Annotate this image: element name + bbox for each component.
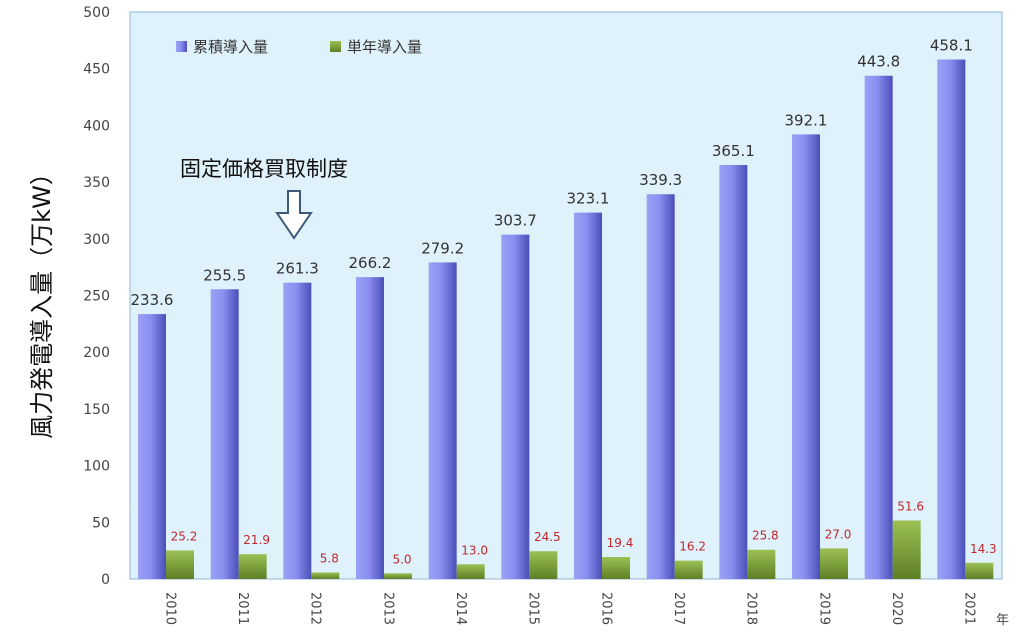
x-tick-label: 2019: [816, 592, 831, 625]
annotation-label: 固定価格買取制度: [180, 157, 348, 181]
data-label-cumulative: 233.6: [131, 291, 174, 309]
bar-annual: [892, 520, 921, 579]
bar-annual: [456, 564, 485, 579]
bar-annual: [311, 572, 340, 579]
data-label-annual: 16.2: [679, 540, 706, 554]
data-label-cumulative: 323.1: [567, 190, 610, 208]
bar-annual: [674, 560, 703, 579]
x-tick-label: 2014: [453, 592, 468, 625]
x-tick-label: 2013: [380, 592, 395, 625]
data-label-cumulative: 279.2: [421, 239, 464, 257]
plot-area: [129, 11, 1003, 580]
y-axis-label: 風力発電導入量（万kW）: [28, 161, 56, 439]
x-tick-label: 2015: [526, 592, 541, 625]
y-tick-label: 450: [83, 62, 110, 78]
bar-annual: [602, 557, 630, 579]
y-axis-ticks: 0 50 100 150 200 250 300 350 400 450 500: [83, 5, 110, 588]
legend: 累積導入量 単年導入量: [176, 38, 422, 56]
annotation-fit: 固定価格買取制度: [180, 157, 348, 240]
data-label-cumulative: 458.1: [930, 37, 973, 55]
data-label-cumulative: 339.3: [639, 171, 682, 189]
data-label-annual: 25.8: [752, 529, 779, 543]
bar-cumulative: [138, 314, 166, 579]
bar-cumulative: [428, 262, 457, 579]
bar-cumulative: [646, 194, 675, 579]
y-tick-label: 500: [83, 5, 110, 21]
data-label-cumulative: 303.7: [494, 212, 537, 230]
y-tick-label: 150: [83, 402, 110, 418]
data-label-annual: 14.3: [970, 542, 997, 556]
legend-swatch-annual: [330, 41, 341, 52]
data-label-annual: 24.5: [534, 530, 561, 544]
data-label-annual: 21.9: [243, 533, 270, 547]
data-label-cumulative: 255.5: [203, 266, 246, 284]
data-label-cumulative: 261.3: [276, 260, 319, 278]
data-label-annual: 13.0: [461, 543, 488, 557]
bar-annual: [747, 549, 776, 579]
x-tick-label: 2016: [598, 592, 613, 625]
data-label-cumulative: 392.1: [785, 111, 828, 129]
x-tick-label: 2018: [744, 592, 759, 625]
bar-cumulative: [719, 164, 748, 579]
x-axis-ticks: 2010 2011 2012 2013 2014 2015 2016 2017 2018 2019…: [162, 592, 976, 625]
down-arrow-icon: [275, 190, 313, 240]
data-label-cumulative: 365.1: [712, 142, 755, 160]
y-tick-label: 300: [83, 232, 110, 248]
x-tick-label: 2021: [962, 592, 977, 625]
y-tick-label: 100: [83, 459, 110, 475]
data-label-annual: 51.6: [897, 499, 924, 513]
legend-label-annual: 単年導入量: [347, 38, 422, 56]
bar-cumulative: [937, 59, 966, 580]
y-tick-label: 250: [83, 289, 110, 305]
x-tick-label: 2011: [235, 592, 250, 625]
y-tick-label: 50: [92, 515, 110, 531]
y-tick-label: 200: [83, 345, 110, 361]
x-tick-label: 2020: [889, 592, 904, 625]
data-label-annual: 5.0: [392, 552, 411, 566]
data-label-annual: 5.8: [320, 551, 339, 565]
legend-label-cumulative: 累積導入量: [193, 38, 268, 56]
data-label-cumulative: 266.2: [349, 254, 392, 272]
bar-annual: [529, 551, 558, 579]
y-tick-label: 400: [83, 118, 110, 134]
bar-cumulative: [574, 212, 602, 579]
bar-cumulative: [283, 282, 312, 579]
x-axis-unit: 年: [996, 613, 1009, 628]
data-label-cumulative: 443.8: [857, 53, 900, 71]
bar-cumulative: [864, 75, 893, 579]
x-tick-label: 2012: [308, 592, 323, 625]
bar-annual: [820, 548, 848, 579]
bar-annual: [166, 550, 194, 579]
x-tick-label: 2017: [671, 592, 686, 625]
legend-swatch-cumulative: [176, 41, 187, 52]
x-tick-label: 2010: [162, 592, 177, 625]
data-label-annual: 19.4: [607, 536, 634, 550]
data-label-annual: 27.0: [825, 527, 852, 541]
y-tick-label: 350: [83, 175, 110, 191]
bar-annual: [384, 573, 412, 579]
bar-cumulative: [210, 289, 239, 579]
bar-cumulative: [356, 277, 384, 579]
bar-cumulative: [501, 234, 530, 580]
bars-group: 233.6 25.2 255.5 21.9 261.3 5.8 266.2 5.0 279.2 1…: [131, 37, 997, 580]
bar-annual: [965, 562, 994, 579]
bar-annual: [238, 554, 267, 579]
y-tick-label: 0: [101, 572, 110, 588]
data-label-annual: 25.2: [171, 529, 198, 543]
bar-cumulative: [792, 134, 820, 580]
